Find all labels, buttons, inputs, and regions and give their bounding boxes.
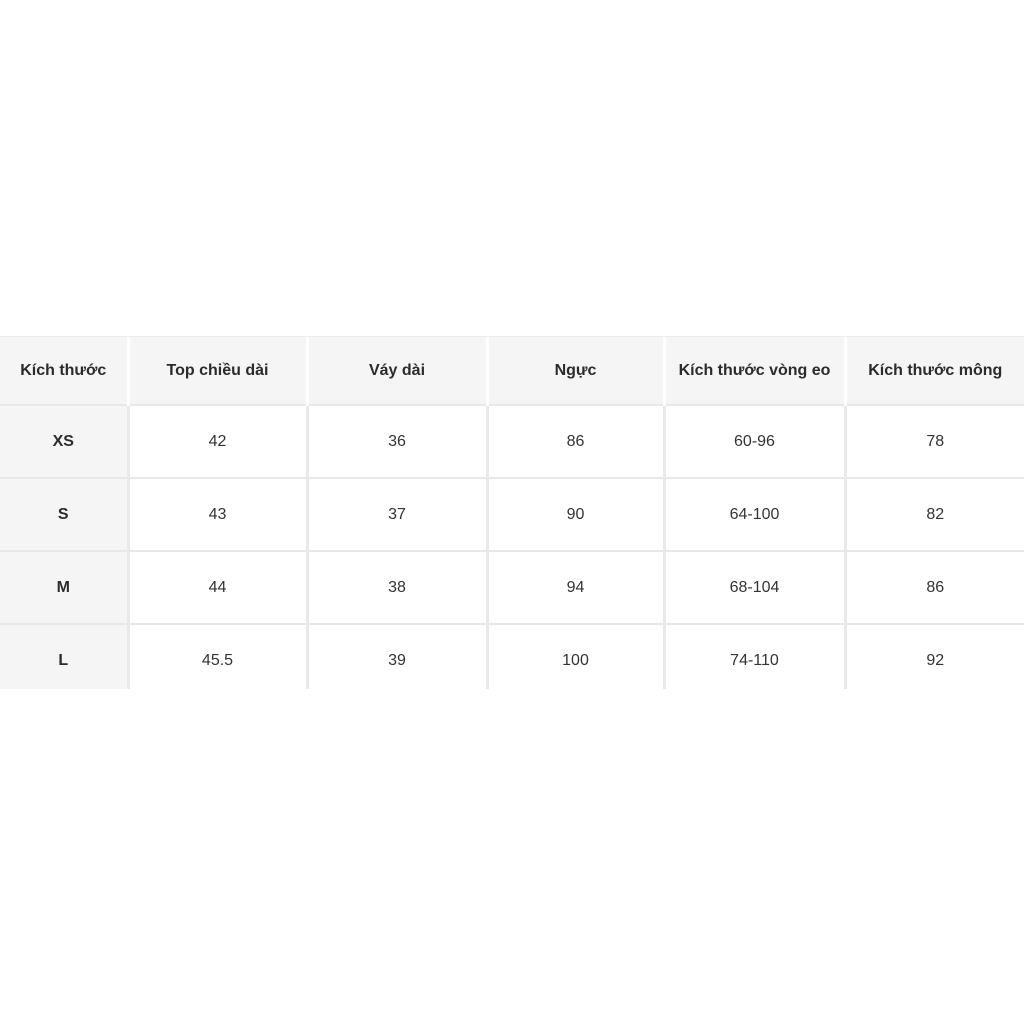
cell-hip: 78: [845, 405, 1024, 479]
table-row-xs: XS 42 36 86 60-96 78: [0, 405, 1024, 479]
size-chart: Kích thước Top chiều dài Váy dài Ngực Kí…: [0, 336, 1024, 689]
cell-top-length: 45.5: [128, 624, 309, 689]
cell-skirt-length: 39: [307, 624, 489, 689]
cell-hip: 92: [845, 624, 1024, 689]
cell-size: L: [0, 624, 130, 689]
header-bust: Ngực: [487, 337, 666, 406]
cell-top-length: 42: [128, 405, 309, 479]
table-row-l: L 45.5 39 100 74-110 92: [0, 624, 1024, 689]
cell-size: S: [0, 478, 130, 552]
cell-top-length: 44: [128, 551, 309, 625]
cell-waist: 74-110: [664, 624, 847, 689]
table-row-m: M 44 38 94 68-104 86: [0, 551, 1024, 625]
header-size: Kích thước: [0, 337, 130, 406]
header-hip: Kích thước mông: [845, 337, 1024, 406]
cell-hip: 82: [845, 478, 1024, 552]
cell-skirt-length: 37: [307, 478, 489, 552]
cell-waist: 68-104: [664, 551, 847, 625]
cell-size: M: [0, 551, 130, 625]
cell-skirt-length: 36: [307, 405, 489, 479]
cell-bust: 86: [487, 405, 666, 479]
cell-skirt-length: 38: [307, 551, 489, 625]
cell-bust: 90: [487, 478, 666, 552]
cell-hip: 86: [845, 551, 1024, 625]
cell-waist: 60-96: [664, 405, 847, 479]
header-waist: Kích thước vòng eo: [664, 337, 847, 406]
cell-waist: 64-100: [664, 478, 847, 552]
cell-bust: 94: [487, 551, 666, 625]
cell-top-length: 43: [128, 478, 309, 552]
size-chart-table: Kích thước Top chiều dài Váy dài Ngực Kí…: [0, 337, 1024, 689]
cell-size: XS: [0, 405, 130, 479]
header-row: Kích thước Top chiều dài Váy dài Ngực Kí…: [0, 337, 1024, 406]
cell-bust: 100: [487, 624, 666, 689]
header-skirt-length: Váy dài: [307, 337, 489, 406]
table-row-s: S 43 37 90 64-100 82: [0, 478, 1024, 552]
header-top-length: Top chiều dài: [128, 337, 309, 406]
